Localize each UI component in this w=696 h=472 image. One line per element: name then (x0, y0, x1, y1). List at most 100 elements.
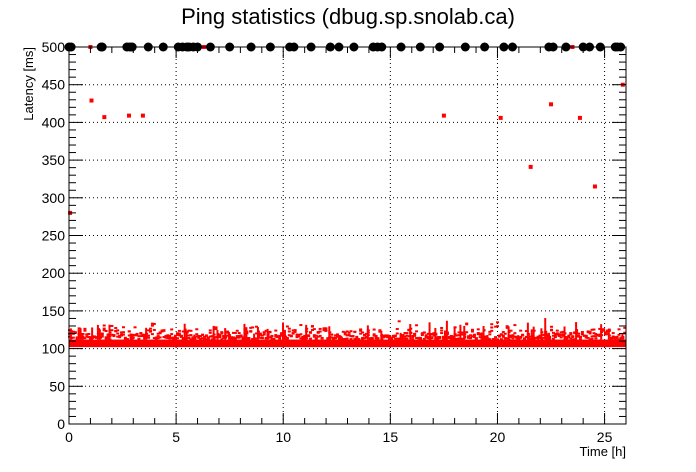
latency-point (336, 335, 340, 338)
latency-point (470, 335, 474, 338)
latency-point (469, 334, 473, 337)
latency-point (496, 321, 500, 324)
latency-point (605, 333, 609, 336)
latency-point (116, 335, 120, 338)
latency-point (158, 332, 162, 335)
latency-point (241, 336, 245, 339)
latency-point (364, 332, 368, 335)
latency-point (569, 337, 573, 340)
latency-point (208, 329, 212, 332)
latency-point (372, 334, 376, 337)
latency-point (505, 326, 509, 329)
latency-point (135, 333, 139, 336)
latency-point (490, 323, 494, 326)
latency-spike (401, 334, 404, 340)
latency-point (542, 334, 546, 337)
latency-point (170, 328, 174, 331)
latency-point (310, 325, 314, 328)
latency-point (289, 334, 293, 337)
latency-point (318, 330, 322, 333)
latency-point (405, 337, 409, 340)
latency-point (557, 334, 561, 337)
latency-point (573, 332, 577, 335)
latency-spike (245, 327, 248, 340)
latency-spike (526, 322, 529, 340)
latency-spike (575, 322, 578, 340)
latency-point (324, 328, 328, 331)
latency-point (353, 330, 357, 333)
latency-spike (185, 330, 188, 340)
latency-point (172, 338, 176, 341)
latency-point (496, 325, 500, 328)
latency-point (343, 331, 347, 334)
latency-point (312, 335, 316, 338)
latency-point (168, 336, 172, 339)
y-tick-label: 150 (42, 303, 66, 319)
latency-spike (480, 332, 483, 340)
latency-spike (600, 324, 603, 340)
latency-point (440, 326, 444, 329)
latency-point (316, 331, 320, 334)
y-tick-label: 0 (57, 416, 65, 432)
latency-point (287, 327, 291, 330)
latency-point (472, 335, 476, 338)
latency-point (470, 330, 474, 333)
latency-point (147, 336, 151, 339)
latency-point (524, 330, 528, 333)
latency-point (324, 327, 328, 330)
latency-point (536, 336, 540, 339)
latency-point (316, 335, 320, 338)
latency-spike (482, 326, 485, 340)
latency-spike (91, 327, 94, 340)
latency-point (83, 337, 87, 340)
latency-point (370, 338, 374, 341)
latency-point (403, 337, 407, 340)
latency-point (297, 335, 301, 338)
latency-point (494, 338, 498, 341)
latency-point (588, 332, 592, 335)
latency-spike (613, 336, 616, 340)
latency-point (100, 333, 104, 336)
latency-point (278, 337, 282, 340)
latency-point (312, 334, 316, 337)
latency-point (73, 331, 77, 334)
latency-point (110, 329, 114, 332)
latency-point (455, 334, 459, 337)
latency-point (201, 333, 205, 336)
latency-point (343, 333, 347, 336)
latency-point (303, 337, 307, 340)
latency-point (166, 337, 170, 340)
latency-spike (328, 326, 331, 340)
latency-point (247, 338, 251, 341)
latency-point (309, 337, 313, 340)
latency-point (362, 333, 366, 336)
latency-spike (507, 326, 510, 340)
latency-spike (546, 333, 549, 340)
latency-point (551, 334, 555, 337)
latency-point (322, 329, 326, 332)
latency-point (164, 335, 168, 338)
latency-point (233, 337, 237, 340)
latency-point (617, 333, 621, 336)
latency-point (166, 334, 170, 337)
latency-point (413, 332, 417, 335)
latency-point (75, 337, 79, 340)
latency-point (588, 338, 592, 341)
latency-point (287, 334, 291, 337)
latency-point (422, 337, 426, 340)
latency-point (239, 334, 243, 337)
latency-point (432, 333, 436, 336)
latency-point (596, 334, 600, 337)
latency-point (191, 337, 195, 340)
latency-point (297, 334, 301, 337)
latency-point (474, 337, 478, 340)
latency-point (382, 336, 386, 339)
latency-point (280, 332, 284, 335)
latency-spike (224, 328, 227, 340)
latency-point (349, 330, 353, 333)
latency-point (590, 337, 594, 340)
latency-point (393, 334, 397, 337)
latency-point (594, 337, 598, 340)
latency-spike (283, 329, 286, 340)
